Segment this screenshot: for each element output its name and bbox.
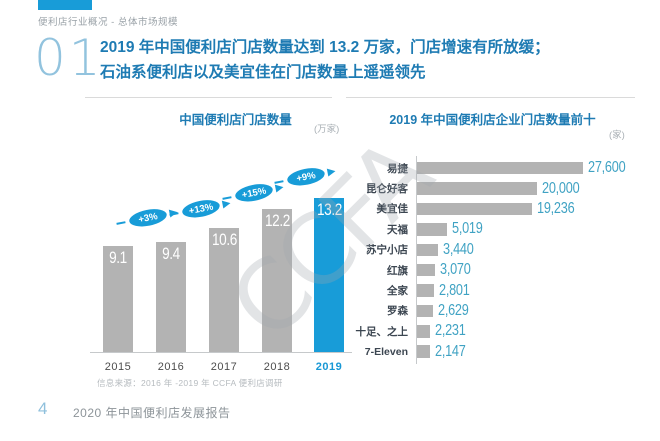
company-bar [417, 263, 436, 277]
company-label: 罗森 [387, 305, 408, 318]
right-chart-axis [416, 156, 417, 364]
company-value: 5,019 [452, 220, 483, 238]
page-title-line1: 2019 年中国便利店门店数量达到 13.2 万家，门店增速有所放缓； [100, 39, 550, 56]
source-note: 信息来源：2016 年 -2019 年 CCFA 便利店调研 [97, 378, 283, 388]
right-chart-unit: (家) [609, 130, 625, 141]
x-tick-2017: 2017 [210, 361, 238, 373]
company-label: 天福 [387, 223, 408, 236]
arrow-icon [326, 167, 337, 177]
company-value: 3,440 [442, 240, 474, 258]
bar-value-label: 9.1 [109, 247, 127, 267]
company-value: 2,629 [437, 301, 469, 319]
company-bar [417, 202, 533, 216]
company-label: 十足、之上 [355, 325, 409, 338]
company-value: 3,070 [440, 261, 471, 279]
company-bar [417, 304, 433, 318]
bar-value-label: 12.2 [265, 211, 290, 231]
page-number: 4 [38, 399, 48, 418]
x-tick-2019: 2019 [315, 361, 343, 373]
company-value: 2,231 [435, 322, 466, 340]
company-label: 全家 [387, 285, 408, 298]
breadcrumb: 便利店行业概况 - 总体市场规模 [38, 17, 178, 28]
dash-line [221, 195, 232, 200]
company-label: 美宜佳 [376, 203, 409, 216]
left-chart-title: 中国便利店门店数量 [179, 113, 292, 127]
growth-label: +13% [179, 196, 222, 222]
top10-bar-list: 易捷 27,600 昆仑好客 20,000 美宜佳 19,236 天福 5,019 苏宁小店 3,… [338, 158, 648, 362]
rank-row-5: 苏宁小店 3,440 [338, 240, 648, 260]
company-value: 19,236 [537, 199, 575, 217]
right-panel-divider [346, 97, 635, 98]
right-chart-title: 2019 年中国便利店企业门店数量前十 [389, 113, 596, 127]
company-label: 昆仑好客 [366, 183, 408, 196]
x-tick-2015: 2015 [104, 361, 132, 373]
bar-2016: 9.4 [156, 242, 186, 352]
company-bar [417, 182, 537, 195]
rank-row-7: 全家 2,801 [338, 280, 648, 300]
page-title: 2019 年中国便利店门店数量达到 13.2 万家，门店增速有所放缓； 石油系便… [100, 36, 648, 86]
growth-label: +3% [126, 204, 169, 231]
bar-2019: 13.2 [314, 197, 344, 352]
company-bar [417, 325, 431, 338]
company-bar [417, 243, 438, 256]
company-value: 2,147 [434, 342, 466, 360]
company-value: 27,600 [587, 159, 626, 177]
rank-row-6: 红旗 3,070 [338, 260, 648, 280]
x-tick-2016: 2016 [157, 361, 185, 373]
company-value: 20,000 [542, 179, 580, 197]
rank-row-1: 易捷 27,600 [338, 158, 648, 178]
rank-row-3: 美宜佳 19,236 [338, 199, 648, 219]
dash-line [115, 220, 126, 225]
footer-report-title: 2020 年中国便利店发展报告 [73, 406, 231, 420]
bar-value-label: 10.6 [212, 229, 237, 249]
dash-line [274, 180, 284, 185]
top-accent-bar [38, 0, 92, 10]
bar-value-label: 9.4 [162, 244, 180, 264]
rank-row-8: 罗森 2,629 [338, 301, 648, 321]
company-label: 7-Eleven [364, 345, 408, 358]
company-label: 红旗 [387, 264, 408, 277]
company-label: 苏宁小店 [366, 244, 408, 257]
page-title-line2: 石油系便利店以及美宜佳在门店数量上遥遥领先 [100, 63, 426, 81]
growth-label: +9% [284, 164, 328, 190]
left-chart-unit: (万家) [314, 124, 340, 135]
rank-row-4: 天福 5,019 [338, 219, 648, 239]
company-bar [417, 345, 430, 358]
company-label: 易捷 [387, 162, 408, 175]
growth-badge-9: +9% [273, 163, 337, 192]
bar-2015: 9.1 [103, 245, 133, 352]
company-bar [417, 284, 434, 297]
rank-row-9: 十足、之上 2,231 [338, 321, 648, 341]
bar-value-label: 13.2 [317, 199, 342, 219]
section-number: 01 [34, 29, 104, 87]
bar-2018: 12.2 [262, 209, 292, 352]
x-tick-2018: 2018 [263, 361, 291, 373]
dash-line [168, 212, 179, 216]
rank-row-2: 昆仑好客 20,000 [338, 178, 648, 198]
growth-label: +15% [232, 179, 275, 206]
left-panel-divider [85, 97, 332, 98]
store-count-plot: 9.1 2015 9.4 2016 10.6 2017 12.2 2018 13.2 2019 +3… [90, 150, 352, 373]
company-bar [417, 161, 583, 175]
company-bar [417, 223, 448, 236]
rank-row-10: 7-Eleven 2,147 [338, 342, 648, 362]
company-value: 2,801 [438, 281, 470, 299]
bar-2017: 10.6 [209, 227, 239, 352]
